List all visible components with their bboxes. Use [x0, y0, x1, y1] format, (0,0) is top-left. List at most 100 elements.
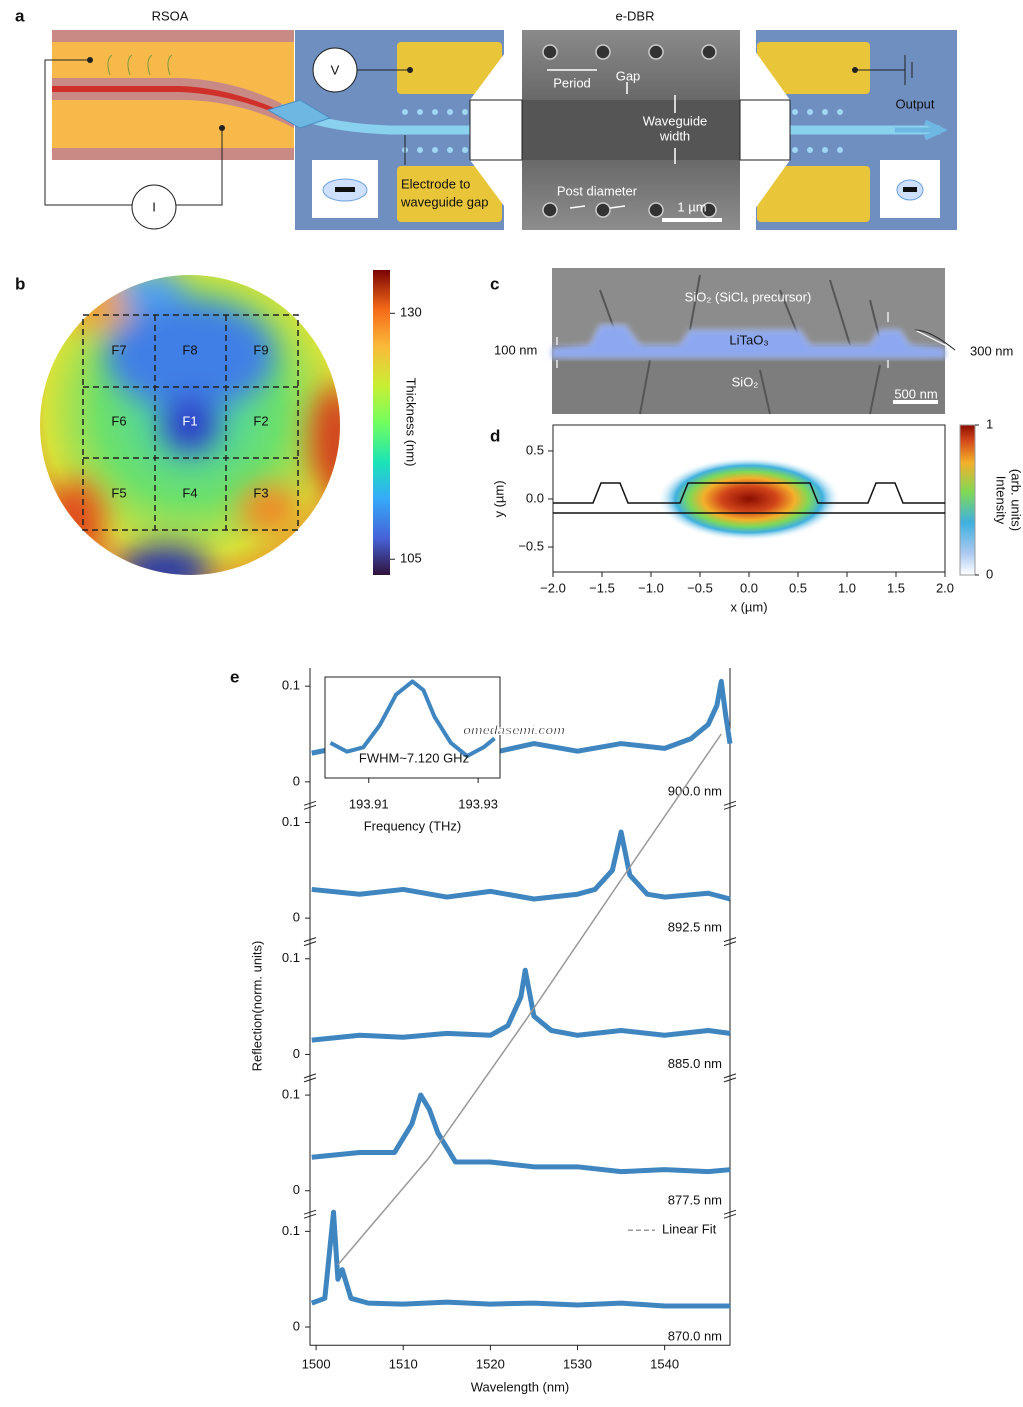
y-tick-label: 0: [293, 773, 300, 788]
series-label: 877.5 nm: [668, 1192, 722, 1207]
colorbar-tick-label: 1: [986, 416, 993, 431]
x-tick-label: −1.5: [589, 580, 615, 595]
layer-label: SiO₂: [732, 374, 759, 389]
inset-x-tick-label: 193.93: [458, 796, 498, 811]
series-label: 885.0 nm: [668, 1056, 722, 1071]
panel-label: c: [490, 274, 499, 293]
x-tick-label: −2.0: [540, 580, 566, 595]
axis-break: [723, 800, 737, 810]
field-label: F5: [111, 485, 126, 500]
sem-cross-section: [551, 268, 956, 415]
inset-x-tick-label: 193.91: [349, 796, 389, 811]
x-tick-label: 1500: [302, 1357, 331, 1372]
spectrum: [310, 1209, 730, 1309]
axis-break: [303, 1073, 317, 1083]
field-label: F6: [111, 413, 126, 428]
y-axis-label: Reflection(norm. units): [249, 941, 264, 1072]
axis-break: [303, 937, 317, 947]
field-label: F8: [182, 342, 197, 357]
layer-label: LiTaO₃: [729, 332, 768, 347]
axes-frame: [309, 668, 731, 1346]
spectrum: [311, 829, 731, 902]
field-label: F7: [111, 342, 126, 357]
spectrum: [311, 967, 731, 1043]
panel-label: b: [15, 274, 25, 293]
y-tick-label: 0: [293, 1318, 300, 1333]
y-tick-label: 0.5: [526, 442, 544, 457]
colorbar-tick-label: 105: [400, 551, 422, 566]
field-label: F3: [253, 485, 268, 500]
x-tick-label: 1.0: [838, 580, 856, 595]
height-label: 100 nm: [494, 342, 537, 357]
y-tick-label: 0: [293, 1046, 300, 1061]
height-label: 300 nm: [970, 343, 1013, 358]
electrode-gap-label: Electrode to: [401, 176, 470, 191]
x-axis-label: Wavelength (nm): [471, 1380, 570, 1395]
panel-label: d: [490, 426, 500, 445]
scale-bar-label: 1 µm: [677, 199, 706, 214]
spectrum: [311, 1092, 731, 1175]
inset-annotation: FWHM~7.120 GHz: [359, 750, 469, 765]
colorbar-label: Intensity: [994, 476, 1009, 525]
x-tick-label: 0.5: [789, 580, 807, 595]
rsoa-label: RSOA: [152, 8, 189, 23]
x-tick-label: 1530: [563, 1357, 592, 1372]
panel-a-drawing: [44, 30, 957, 230]
x-tick-label: −1.0: [638, 580, 664, 595]
series-label: 870.0 nm: [668, 1329, 722, 1344]
output-label: Output: [895, 96, 934, 111]
watermark: omedasemi.com: [463, 722, 565, 737]
field-label: F1: [182, 413, 197, 428]
legend-label: Linear Fit: [662, 1222, 717, 1237]
scale-bar-label: 500 nm: [894, 386, 937, 401]
y-tick-label: 0.1: [282, 814, 300, 829]
x-tick-label: 1520: [476, 1357, 505, 1372]
linear-fit: [337, 733, 722, 1266]
x-tick-label: 2.0: [936, 580, 954, 595]
y-tick-label: 0: [293, 1182, 300, 1197]
x-tick-label: 1540: [650, 1357, 679, 1372]
axis-break: [303, 800, 317, 810]
mode-plot: [552, 424, 976, 576]
x-tick-label: 1.5: [887, 580, 905, 595]
panel-label: e: [230, 667, 239, 686]
period-label: Period: [553, 75, 591, 90]
field-label: F9: [253, 342, 268, 357]
colorbar-label: Thickness (nm): [404, 378, 419, 467]
x-tick-label: 1510: [389, 1357, 418, 1372]
y-tick-label: −0.5: [518, 538, 544, 553]
y-tick-label: 0.1: [282, 1223, 300, 1238]
panel-label: a: [15, 6, 25, 25]
post-diameter-label: Post diameter: [557, 183, 638, 198]
inset-x-label: Frequency (THz): [364, 818, 462, 833]
waveguide-width-label: width: [659, 128, 690, 143]
colorbar-label: (arb. units): [1009, 469, 1023, 531]
axis-break: [723, 1073, 737, 1083]
y-tick-label: 0.0: [526, 490, 544, 505]
series-label: 892.5 nm: [668, 920, 722, 935]
x-tick-label: 0.0: [740, 580, 758, 595]
y-tick-label: 0.1: [282, 950, 300, 965]
colorbar-tick-label: 0: [986, 566, 993, 581]
axis-break: [723, 937, 737, 947]
x-axis-label: x (µm): [730, 599, 767, 614]
y-axis-label: y (µm): [491, 480, 506, 517]
inset-curve: [329, 679, 496, 759]
voltage-label: V: [331, 62, 340, 77]
wafer-map: [40, 270, 390, 575]
axis-break: [303, 1209, 317, 1219]
axis-break: [723, 1209, 737, 1219]
field-label: F4: [182, 485, 197, 500]
field-label: F2: [253, 413, 268, 428]
current-label: I: [152, 199, 156, 214]
layer-label: SiO₂ (SiCl₄ precursor): [685, 289, 812, 304]
y-tick-label: 0: [293, 910, 300, 925]
electrode-gap-label: waveguide gap: [400, 194, 488, 209]
y-tick-label: 0.1: [282, 678, 300, 693]
edbr-label: e-DBR: [615, 8, 654, 23]
colorbar-tick-label: 130: [400, 305, 422, 320]
gap-label: Gap: [616, 68, 641, 83]
waveguide-width-label: Waveguide: [643, 113, 708, 128]
series-label: 900.0 nm: [668, 783, 722, 798]
